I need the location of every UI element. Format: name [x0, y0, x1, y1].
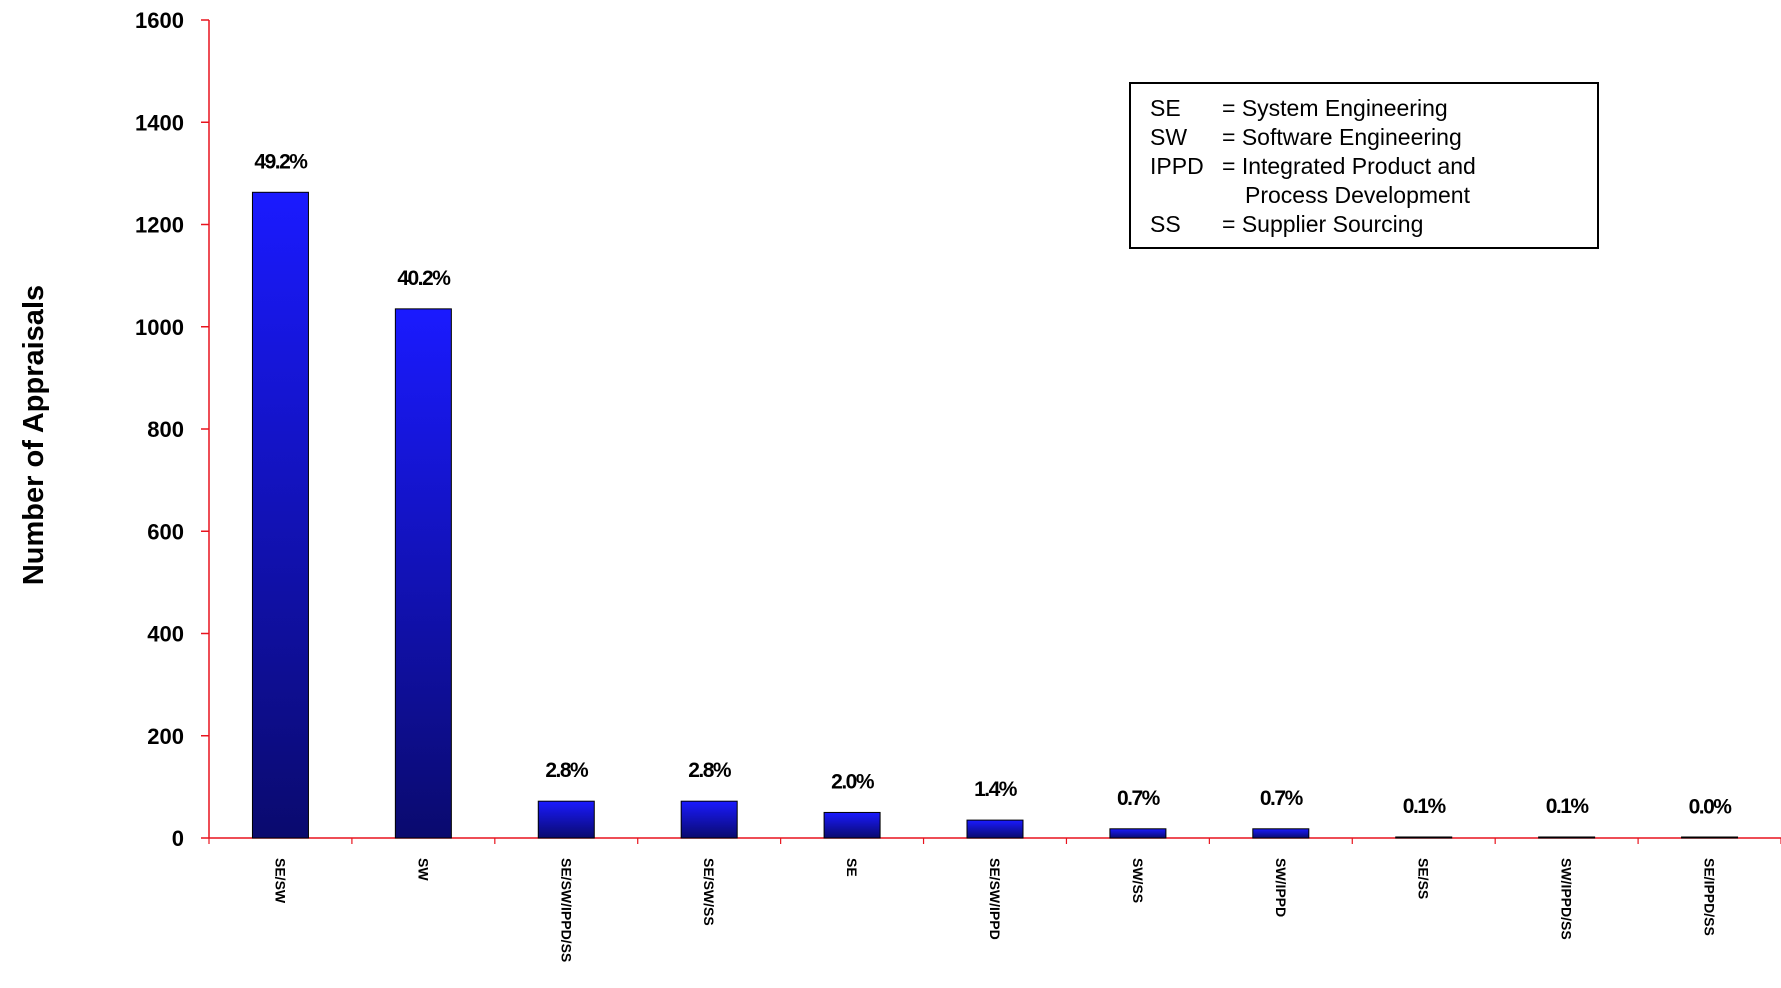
legend-abbr: SW — [1150, 124, 1187, 150]
y-tick-label: 200 — [147, 724, 184, 749]
bar-se-sw-ippd — [966, 819, 1024, 839]
data-label: 0.0% — [1689, 795, 1733, 818]
data-label: 2.0% — [831, 770, 875, 793]
x-tick-label: SE/IPPD/SS — [1702, 858, 1718, 936]
y-tick-label: 800 — [147, 417, 184, 442]
bar-sw-ippd — [1252, 828, 1310, 839]
data-label: 49.2% — [254, 150, 308, 173]
legend-abbr: SE — [1150, 95, 1181, 121]
data-label: 0.7% — [1117, 787, 1161, 810]
data-label: 2.8% — [688, 759, 732, 782]
y-axis-label: Number of Appraisals — [18, 285, 50, 585]
bar-sw-ippd-ss — [1538, 836, 1596, 839]
bar-se — [823, 811, 881, 839]
bars — [251, 191, 1739, 839]
bar-sw-ss — [1109, 828, 1167, 839]
data-label: 2.8% — [545, 759, 589, 782]
data-label: 0.7% — [1260, 787, 1304, 810]
bar-se-sw-ippd-ss — [537, 800, 595, 839]
bar-se-sw-ss — [680, 800, 738, 839]
legend-abbr: IPPD — [1150, 153, 1204, 179]
x-tick-label: SE/SW/IPPD/SS — [558, 858, 574, 962]
y-tick-label: 600 — [147, 519, 184, 544]
y-tick-label: 0 — [172, 826, 184, 851]
x-tick-label: SE/SW — [272, 858, 288, 904]
legend-abbr: SS — [1150, 211, 1181, 237]
data-label: 40.2% — [397, 267, 451, 290]
bar-se-ippd-ss — [1681, 836, 1739, 839]
legend-text: = Supplier Sourcing — [1222, 211, 1423, 237]
y-tick-label: 1200 — [135, 213, 184, 238]
legend-text: Process Development — [1245, 182, 1471, 208]
x-tick-label: SW/IPPD/SS — [1559, 858, 1575, 940]
x-tick-label: SE/SS — [1416, 858, 1432, 899]
x-tick-label: SW — [415, 858, 431, 881]
bar-se-ss — [1395, 836, 1453, 839]
data-label: 0.1% — [1546, 795, 1590, 818]
x-tick-label: SE — [844, 858, 860, 877]
bar-se-sw — [251, 191, 309, 839]
legend-text: = Software Engineering — [1222, 124, 1462, 150]
y-tick-label: 1400 — [135, 110, 184, 135]
x-tick-label: SE/SW/IPPD — [987, 858, 1003, 940]
bar-sw — [394, 308, 452, 839]
y-tick-label: 1000 — [135, 315, 184, 340]
legend-text: = Integrated Product and — [1222, 153, 1476, 179]
y-tick-label: 400 — [147, 622, 184, 647]
y-tick-label: 1600 — [135, 8, 184, 33]
legend-box — [1129, 82, 1599, 249]
legend-text: = System Engineering — [1222, 95, 1448, 121]
x-tick-label: SE/SW/SS — [701, 858, 717, 926]
data-label: 0.1% — [1403, 795, 1447, 818]
x-tick-label: SW/SS — [1130, 858, 1146, 903]
x-tick-label: SW/IPPD — [1273, 858, 1289, 917]
data-label: 1.4% — [974, 778, 1018, 801]
legend: SE = System Engineering SW = Software Engin… — [1129, 82, 1599, 249]
labels: 0 200 400 600 800 1000 1200 1400 1600 49.2% SE/SW 4… — [135, 8, 1734, 962]
